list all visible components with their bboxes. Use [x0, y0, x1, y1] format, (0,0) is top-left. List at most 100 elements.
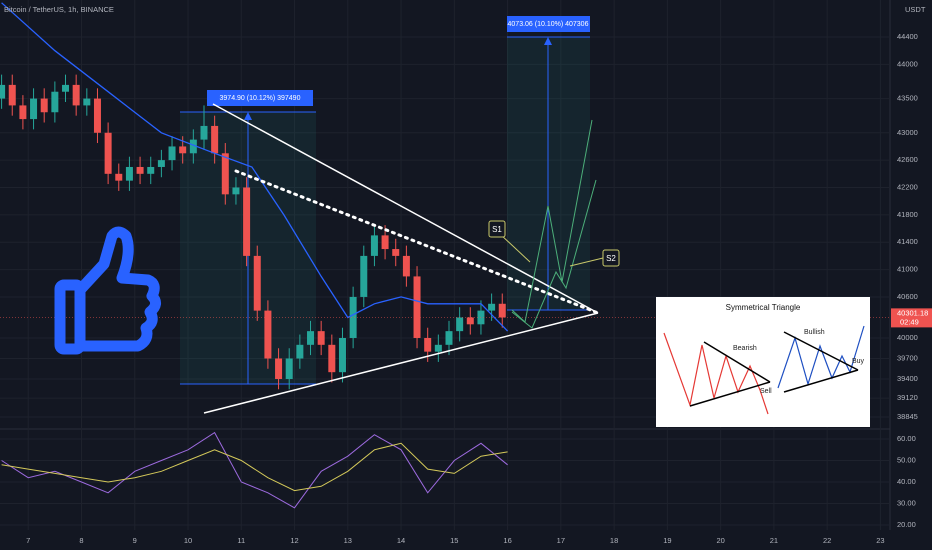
- arrow-head: [244, 112, 252, 120]
- candle-body: [40, 98, 48, 113]
- candle-body: [243, 187, 251, 256]
- candle-body: [253, 255, 261, 311]
- projection: [511, 179, 597, 329]
- y-tick-label: 41000: [897, 265, 918, 274]
- projection: [511, 119, 593, 323]
- candle-body: [434, 344, 442, 352]
- candle-body: [392, 249, 400, 256]
- inset-label: Buy: [852, 358, 865, 365]
- inset-label: Bullish: [804, 329, 825, 336]
- callout: [499, 233, 531, 263]
- triangle-edge: [783, 331, 859, 371]
- y-tick-label: 39400: [897, 374, 918, 383]
- triangle-edge: [783, 369, 859, 393]
- y-tick-label: 43000: [897, 128, 918, 137]
- x-tick-label: 17: [557, 536, 565, 545]
- candle-body: [157, 160, 165, 167]
- x-tick-label: 14: [397, 536, 405, 545]
- candle-body: [8, 84, 16, 106]
- x-tick-label: 12: [290, 536, 298, 545]
- y-tick-label: 41800: [897, 210, 918, 219]
- candle-body: [360, 255, 368, 297]
- candle-body: [413, 276, 421, 338]
- measure-label: 4073.06 (10.10%) 407306: [508, 21, 589, 28]
- callout: [569, 257, 604, 267]
- candle-body: [317, 331, 325, 345]
- chart-title: Bitcoin / TetherUS, 1h, BINANCE: [4, 5, 114, 14]
- x-tick-label: 7: [26, 536, 30, 545]
- candle-body: [328, 344, 336, 373]
- candle-body: [296, 344, 304, 359]
- candle-body: [307, 331, 315, 345]
- y-tick-label: 39700: [897, 353, 918, 362]
- arrow-head: [544, 37, 552, 45]
- candle-body: [232, 187, 240, 195]
- callout-box: [602, 249, 620, 267]
- x-tick-label: 9: [133, 536, 137, 545]
- grid: [0, 0, 890, 530]
- candle-body: [0, 84, 6, 99]
- y-tick-label: 42600: [897, 155, 918, 164]
- candle-body: [83, 98, 91, 106]
- dotted-trendline: [234, 169, 600, 315]
- triangle-edge: [703, 341, 771, 383]
- candle-body: [498, 303, 506, 318]
- x-tick-label: 13: [344, 536, 352, 545]
- measure-label: 3974.90 (10.12%) 397490: [220, 95, 301, 102]
- last-price-label: 40301.18: [897, 308, 928, 317]
- candle-body: [125, 166, 133, 181]
- y-tick-label: 20.00: [897, 520, 916, 529]
- candle-body: [275, 358, 283, 380]
- inset-label: Bearish: [733, 345, 757, 352]
- candle-body: [30, 98, 38, 120]
- x-tick-label: 16: [503, 536, 511, 545]
- candle-body: [338, 337, 346, 373]
- candle-body: [349, 296, 357, 338]
- bullish-path: [777, 325, 865, 389]
- candle-body: [115, 173, 123, 181]
- inset-bg: [656, 297, 870, 427]
- candle-body: [200, 125, 208, 140]
- triangle-edge: [689, 381, 771, 407]
- x-tick-label: 8: [79, 536, 83, 545]
- y-tick-label: 44400: [897, 32, 918, 41]
- y-tick-label: 30.00: [897, 499, 916, 508]
- trendline: [203, 312, 599, 414]
- y-tick-label: 60.00: [897, 434, 916, 443]
- measure-label-bg: [207, 90, 313, 106]
- candle-body: [211, 125, 219, 154]
- y-tick-label: 42200: [897, 182, 918, 191]
- x-tick-label: 15: [450, 536, 458, 545]
- y-tick-label: 41400: [897, 237, 918, 246]
- candle-body: [168, 146, 176, 161]
- candle-body: [466, 317, 474, 325]
- unit-label: USDT: [905, 5, 926, 14]
- icon-hand: [74, 226, 161, 352]
- candle-body: [402, 255, 410, 277]
- candle-body: [424, 337, 432, 352]
- x-tick-label: 22: [823, 536, 831, 545]
- rsi-line: [1, 431, 508, 509]
- countdown-label: 02:49: [900, 317, 919, 326]
- candle-body: [456, 317, 464, 332]
- candle-body: [285, 358, 293, 380]
- measure-label-bg: [507, 16, 590, 32]
- candle-body: [189, 139, 197, 154]
- candle-body: [72, 84, 80, 106]
- y-tick-label: 39120: [897, 393, 918, 402]
- y-tick-label: 44000: [897, 59, 918, 68]
- callout-label: S2: [606, 254, 616, 263]
- candle-body: [62, 84, 70, 92]
- candle-body: [136, 166, 144, 174]
- series: [0, 2, 890, 509]
- y-tick-label: 40.00: [897, 477, 916, 486]
- y-tick-label: 40600: [897, 292, 918, 301]
- x-tick-label: 20: [716, 536, 724, 545]
- y-tick-label: 43500: [897, 94, 918, 103]
- last-price-bg: [891, 308, 932, 328]
- y-tick-label: 38845: [897, 412, 918, 421]
- inset-label: Sell: [760, 388, 772, 395]
- candle-body: [221, 153, 229, 195]
